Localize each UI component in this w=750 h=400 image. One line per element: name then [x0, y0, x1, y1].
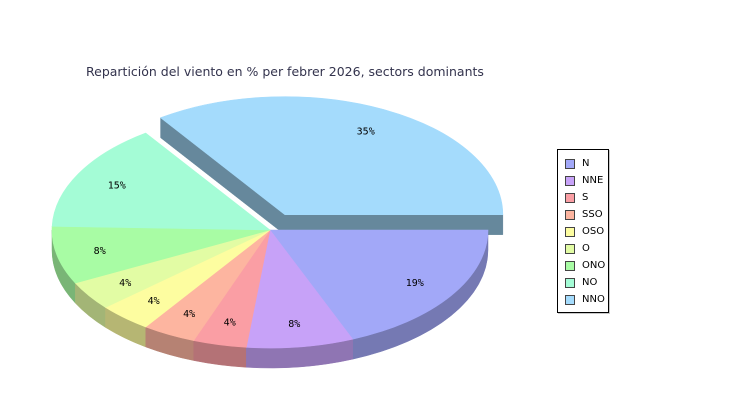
legend-label: NNO: [582, 294, 605, 305]
legend: N NNE S SSO OSO O ONO NO NNO: [557, 149, 609, 313]
legend-label: ONO: [582, 260, 606, 271]
pie-slice-n: [269, 229, 489, 340]
legend-swatch: [565, 277, 575, 288]
legend-label: N: [582, 158, 590, 169]
legend-item-nne: NNE: [565, 172, 608, 189]
pie-slice-nne: [245, 229, 354, 349]
legend-item-nno: NNO: [565, 291, 608, 308]
legend-swatch: [565, 209, 575, 220]
legend-label: O: [582, 243, 590, 254]
legend-swatch: [565, 260, 575, 271]
legend-swatch: [565, 294, 575, 305]
legend-item-oso: OSO: [565, 223, 608, 240]
legend-label: NO: [582, 277, 598, 288]
slice-label-no: 15%: [108, 180, 126, 191]
legend-item-no: NO: [565, 274, 608, 291]
legend-item-o: O: [565, 240, 608, 257]
legend-swatch: [565, 226, 575, 237]
slice-label-ono: 8%: [94, 246, 106, 257]
legend-label: OSO: [582, 226, 605, 237]
pie-slice-ono: [51, 226, 271, 284]
legend-label: NNE: [582, 175, 604, 186]
legend-swatch: [565, 192, 575, 203]
legend-swatch: [565, 243, 575, 254]
chart-title: Repartición del viento en % per febrer 2…: [86, 64, 484, 79]
slice-label-s: 4%: [224, 317, 236, 328]
slice-label-oso: 4%: [148, 296, 160, 307]
slice-label-nno: 35%: [357, 127, 375, 138]
legend-item-sso: SSO: [565, 206, 608, 223]
legend-item-ono: ONO: [565, 257, 608, 274]
legend-label: S: [582, 192, 589, 203]
pie-labels: 19% 8% 4% 4% 4% 4% 8% 15% 35%: [94, 127, 424, 331]
legend-swatch: [565, 175, 575, 186]
pie-tops: [51, 96, 504, 349]
slice-label-nne: 8%: [288, 319, 300, 330]
legend-label: SSO: [582, 209, 603, 220]
pie-sides: [51, 117, 504, 369]
legend-item-n: N: [565, 155, 608, 172]
pie-slice-no: [51, 132, 271, 231]
pie-slice-nno: [159, 96, 504, 215]
slice-label-n: 19%: [406, 278, 424, 289]
legend-swatch: [565, 158, 575, 169]
slice-label-sso: 4%: [183, 309, 195, 320]
slice-label-o: 4%: [119, 278, 131, 289]
legend-item-s: S: [565, 189, 608, 206]
